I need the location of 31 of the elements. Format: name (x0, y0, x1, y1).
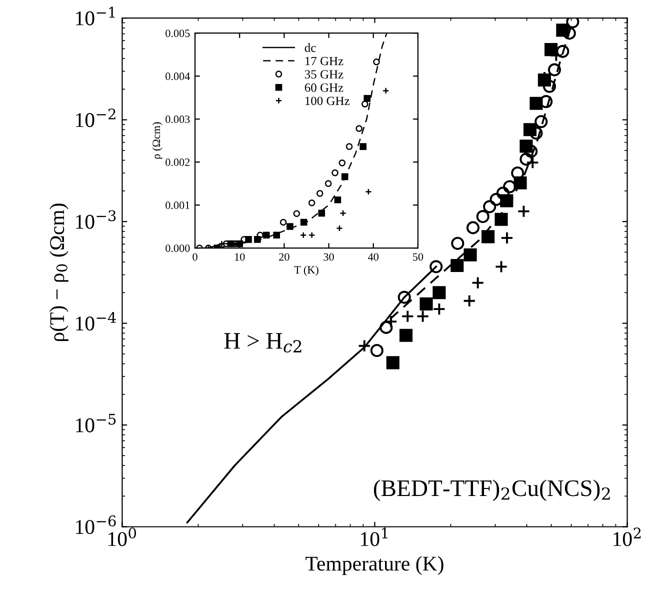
y-tick-label: 0.003 (166, 116, 190, 124)
y-axis-title: ρ (Ωcm) (152, 122, 162, 159)
x-tick-label: 30 (324, 253, 334, 261)
x-axis-title: T (K) (294, 266, 318, 276)
x-tick-label: 20 (279, 253, 290, 261)
annotation: (BEDT-TTF)$_{2}$Cu(NCS)$_{2}$ (374, 480, 610, 502)
y-tick-label: 10$^{−3}$ (76, 210, 116, 229)
x-axis-title: Temperature (K) (306, 556, 444, 575)
y-tick-label: 0.000 (166, 244, 190, 252)
y-tick-label: 0.005 (166, 30, 190, 38)
legend-label: 17 GHz (305, 56, 344, 66)
y-tick-label: 0.001 (166, 202, 190, 210)
x-tick-label: 10 (235, 253, 245, 261)
x-tick-label: 10$^{0}$ (108, 528, 136, 546)
legend-label: 100 GHz (305, 96, 350, 106)
annotation: H > H$_{c2}$ (224, 333, 302, 353)
x-tick-label: 10$^{1}$ (361, 528, 388, 546)
y-tick-label: 10$^{−2}$ (76, 108, 116, 128)
x-tick-label: 10$^{2}$ (614, 528, 641, 546)
legend-label: 60 GHz (304, 83, 344, 92)
x-tick-label: 0 (192, 253, 198, 261)
y-axis-title: ρ(T) − ρ$_{0}$ (Ωcm) (49, 204, 68, 341)
x-tick-label: 40 (368, 253, 378, 261)
x-tick-label: 50 (413, 253, 424, 261)
y-tick-label: 0.002 (166, 158, 190, 166)
y-tick-label: 10$^{−1}$ (76, 6, 115, 26)
y-tick-label: 10$^{−5}$ (76, 414, 116, 432)
y-tick-label: 0.004 (166, 72, 190, 80)
y-tick-label: 10$^{−4}$ (76, 312, 116, 331)
legend-label: 35 GHz (304, 70, 344, 79)
legend-label: dc (304, 43, 316, 52)
